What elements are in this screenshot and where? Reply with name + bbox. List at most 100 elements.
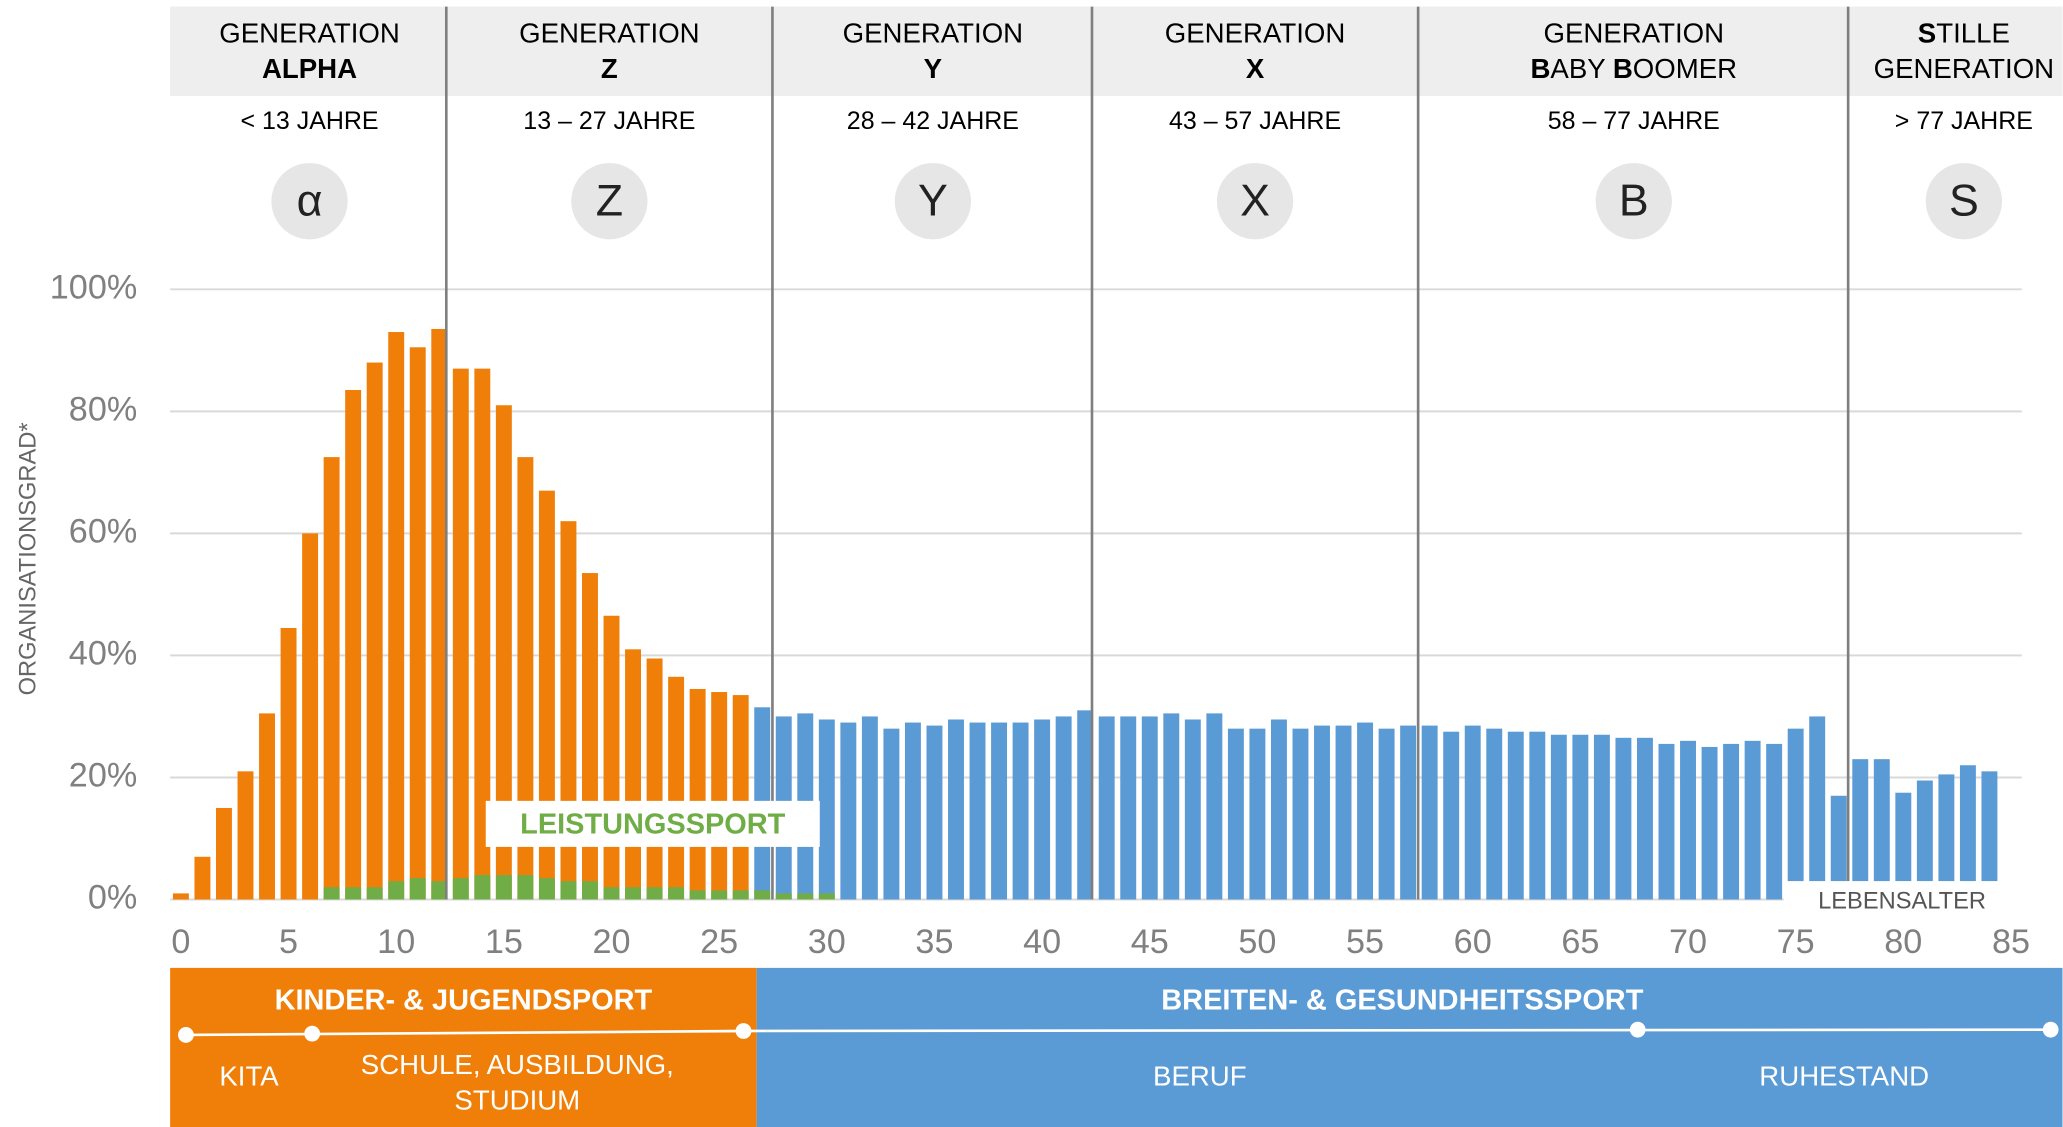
bar [775,893,792,900]
bar [259,713,275,900]
bar [711,692,728,900]
bar [1744,740,1761,900]
generation-name: Y [924,53,942,84]
bar [1529,731,1546,900]
bar [237,771,254,900]
x-tick-label: 55 [1346,923,1384,961]
bar [431,328,448,900]
age-range: 13 – 27 JAHRE [523,107,695,135]
name-part: B [1613,53,1633,84]
bar [1249,728,1266,900]
bar [409,878,426,900]
age-range: > 77 JAHRE [1895,107,2033,135]
y-tick-label: 60% [69,512,137,550]
timeline-dot [1629,1021,1646,1038]
bar [582,573,598,900]
bar [1270,719,1287,900]
age-range: 28 – 42 JAHRE [847,107,1019,135]
bar [431,881,448,900]
x-tick-label: 40 [1023,923,1061,961]
band-title: KINDER- & JUGENDSPORT [275,985,653,1017]
bar [280,627,297,900]
bar [904,722,921,900]
y-axis-label: ORGANISATIONSGRAD* [16,422,42,695]
bar [474,875,491,900]
timeline-dot [178,1027,194,1043]
bar [409,347,426,900]
bar [474,368,491,900]
bar [689,688,706,900]
bar [366,362,383,900]
bar [452,878,469,900]
bar [452,368,469,900]
generation-icon [271,163,348,240]
bar [948,719,964,900]
bar [215,807,232,900]
bar [194,856,211,900]
icon-letter: X [1240,177,1270,226]
bar [818,893,835,900]
icon-letter: Z [596,177,623,226]
annotation: LEISTUNGSSPORT [520,808,785,840]
x-axis-label: LEBENSALTER [1818,888,1986,914]
bar [646,887,663,900]
bar [560,881,577,900]
bar [1959,765,1976,900]
bar [883,728,900,900]
generation-name: GENERATION [1874,53,2055,84]
x-tick-label: 60 [1454,923,1492,961]
bar [1486,728,1503,900]
bar [991,722,1008,900]
blue-band [756,967,2063,1127]
y-tick-label: 40% [69,634,137,672]
bar [711,890,728,900]
name-part: TILLE [1936,18,2010,49]
name-part: B [1530,53,1550,84]
phase-label: STUDIUM [454,1084,580,1115]
bar [1809,716,1826,900]
bar [732,890,749,900]
bar [388,332,405,900]
y-tick-label: 80% [69,390,137,428]
bar [517,875,534,900]
name-part: Y [924,53,942,84]
bar [1227,728,1244,900]
bar [1572,734,1589,900]
x-tick-label: 35 [915,923,953,961]
bar [1443,731,1460,900]
bar [1163,713,1180,900]
generation-name: GENERATION [519,18,700,49]
generation-name: GENERATION [1544,18,1725,49]
x-tick-label: 10 [377,923,415,961]
generation-icon [894,163,972,240]
name-part: GENERATION [519,18,700,49]
phase-label: SCHULE, AUSBILDUNG, [361,1049,674,1080]
overlay: GENERATION ALPHA < 13 JAHRE α GENERATION Z 13 … [219,6,2055,921]
bar [1852,759,1869,900]
generation-name: BABY BOOMER [1530,53,1737,84]
bar [1464,725,1481,900]
phase-label: BERUF [1153,1061,1247,1092]
bar [668,676,685,900]
generation-name: ALPHA [262,53,357,84]
bar [1055,716,1072,900]
bar [1292,728,1309,900]
bar [388,881,405,900]
y-tick-label: 20% [69,756,137,794]
bar [603,887,620,900]
name-part: Z [601,53,618,84]
bar [582,881,598,900]
bar [1034,719,1051,900]
name-part: ABY [1550,53,1612,84]
bar [538,490,555,900]
icon-letter: S [1949,177,1979,226]
bar [1593,734,1610,900]
bar [646,658,663,900]
x-tick-label: 30 [808,923,846,961]
generation-name: GENERATION [843,18,1024,49]
x-tick-label: 20 [592,923,630,961]
header-band [170,6,2063,96]
icon-letter: Y [918,177,948,226]
name-part: S [1918,18,1936,49]
x-label-box [1783,881,2022,921]
